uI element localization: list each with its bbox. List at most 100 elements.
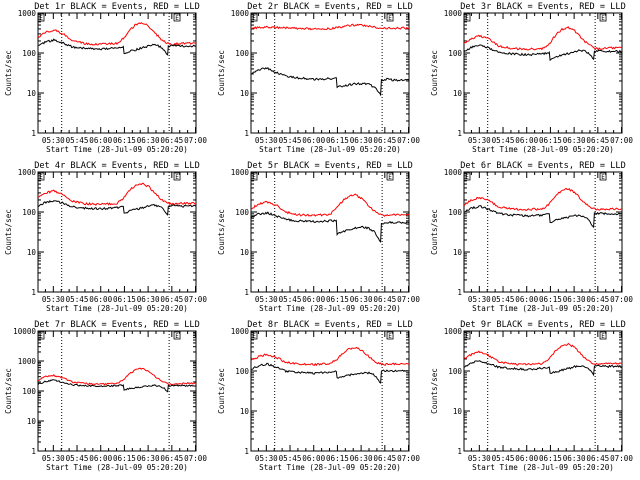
y-axis-label: Counts/sec [430,368,439,414]
series-events [250,362,409,384]
y-tick-label: 1000 [444,327,463,336]
series-lld [250,23,410,31]
event-marker-box [599,172,607,181]
x-tick-label: 06:00 [302,136,325,145]
y-tick-label: 100 [235,208,249,217]
event-marker-box [250,331,258,340]
y-tick-label: 1 [31,129,36,138]
event-marker-label: E [601,333,605,340]
y-axis-label: Counts/sec [217,209,226,255]
series-lld [37,22,197,46]
x-tick-label: 06:45 [373,295,396,304]
y-tick-label: 100 [235,49,249,58]
event-marker-label: E [465,333,469,340]
x-tick-label: 05:45 [492,454,515,463]
x-tick-label: 05:30 [468,136,491,145]
panel-det-2: Det 2r BLACK = Events, RED = LLD 1 10 100 10… [217,2,420,154]
y-axis-label: Counts/sec [4,50,13,96]
event-marker-box [250,172,258,181]
x-tick-label: 06:45 [586,295,609,304]
event-marker-box [463,172,471,181]
x-tick-label: 05:45 [492,136,515,145]
panel-title: Det 5r BLACK = Events, RED = LLD [247,161,413,171]
event-marker-box [173,331,181,340]
x-axis-label: Start Time (28-Jul-09 05:20:20) [46,304,188,313]
x-tick-label: 06:00 [89,136,112,145]
y-tick-label: 10 [27,89,37,98]
x-tick-label: 05:45 [279,454,302,463]
series-lld [250,346,410,367]
event-marker-label: E [388,174,392,181]
x-tick-label: 05:30 [255,454,278,463]
y-tick-label: 1 [457,129,462,138]
event-marker-label: E [601,174,605,181]
x-axis-label: Start Time (28-Jul-09 05:20:20) [472,463,614,472]
x-tick-label: 06:45 [160,454,183,463]
y-tick-label: 10 [453,89,463,98]
event-marker-label: E [465,174,469,181]
y-tick-label: 1 [244,129,249,138]
x-tick-label: 05:30 [468,295,491,304]
series-lld [463,187,623,212]
x-tick-label: 06:00 [89,454,112,463]
y-axis-label: Counts/sec [4,368,13,414]
x-tick-label: 06:30 [137,454,160,463]
x-tick-label: 07:00 [184,454,207,463]
x-tick-label: 06:00 [89,295,112,304]
y-tick-label: 10 [240,407,250,416]
x-tick-label: 05:45 [66,454,89,463]
x-tick-label: 05:30 [255,136,278,145]
y-tick-label: 1000 [231,9,250,18]
x-tick-label: 07:00 [397,136,420,145]
x-axis-label: Start Time (28-Jul-09 05:20:20) [259,304,401,313]
series-events [463,360,623,377]
panel-det-8: Det 8r BLACK = Events, RED = LLD 1 10 100 10… [217,320,420,472]
event-marker-box [173,13,181,22]
y-tick-label: 1000 [231,327,250,336]
panel-det-1: Det 1r BLACK = Events, RED = LLD 1 10 100 10… [4,2,207,154]
x-tick-label: 06:00 [515,295,538,304]
event-marker-box [599,331,607,340]
y-tick-label: 1 [457,288,462,297]
y-tick-label: 1 [244,447,249,456]
x-tick-label: 06:15 [113,454,136,463]
x-axis-label: Start Time (28-Jul-09 05:20:20) [472,304,614,313]
event-marker-label: E [465,15,469,22]
x-tick-label: 06:30 [137,136,160,145]
series-events [250,211,410,243]
event-marker-box [37,331,45,340]
y-tick-label: 1 [31,288,36,297]
panel-title: Det 6r BLACK = Events, RED = LLD [460,161,626,171]
x-tick-label: 06:30 [350,136,373,145]
x-tick-label: 05:30 [42,454,65,463]
x-tick-label: 06:00 [302,454,325,463]
y-tick-label: 100 [22,208,36,217]
x-axis-label: Start Time (28-Jul-09 05:20:20) [259,145,401,154]
series-lld [37,367,197,386]
y-tick-label: 10 [27,417,37,426]
event-marker-box [386,331,394,340]
series-events [463,44,623,62]
y-tick-label: 100 [448,208,462,217]
x-tick-label: 07:00 [610,136,633,145]
x-tick-label: 07:00 [610,454,633,463]
event-marker-box [37,13,45,22]
x-axis-label: Start Time (28-Jul-09 05:20:20) [259,463,401,472]
x-tick-label: 06:15 [326,454,349,463]
x-tick-label: 06:45 [586,136,609,145]
y-tick-label: 1000 [18,168,37,177]
event-marker-box [37,172,45,181]
event-marker-label: E [252,15,256,22]
y-tick-label: 1 [244,288,249,297]
x-tick-label: 06:45 [373,454,396,463]
x-tick-label: 07:00 [397,295,420,304]
event-marker-label: E [175,174,179,181]
panel-title: Det 9r BLACK = Events, RED = LLD [460,320,626,330]
panel-title: Det 3r BLACK = Events, RED = LLD [460,2,626,12]
x-tick-label: 07:00 [397,454,420,463]
x-tick-label: 05:30 [468,454,491,463]
x-tick-label: 06:15 [539,454,562,463]
event-marker-label: E [39,333,43,340]
